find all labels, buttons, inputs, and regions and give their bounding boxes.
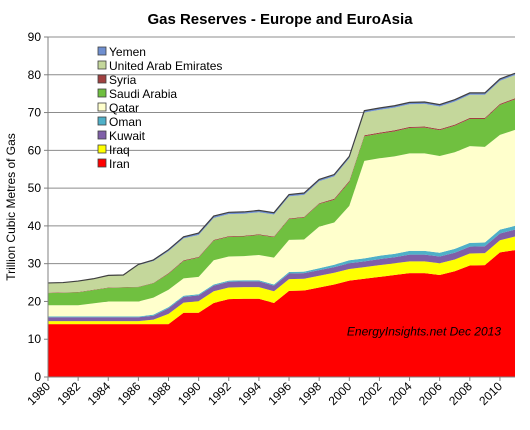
- source-annotation: EnergyInsights.net Dec 2013: [347, 324, 501, 338]
- legend-item: United Arab Emirates: [97, 59, 222, 73]
- legend-item: Saudi Arabia: [97, 87, 177, 101]
- x-tick-label: 2008: [446, 379, 475, 408]
- x-tick-label: 2002: [356, 379, 385, 408]
- legend-swatch: [97, 144, 107, 154]
- x-tick-label: 1980: [24, 379, 53, 408]
- y-tick-label: 20: [28, 294, 42, 308]
- chart-title: Gas Reserves - Europe and EuroAsia: [147, 11, 413, 28]
- legend-item: Oman: [97, 115, 142, 129]
- legend-label: Yemen: [109, 45, 146, 59]
- x-tick-label: 1984: [85, 379, 114, 408]
- y-axis-label: Trillion Cubic Metres of Gas: [4, 133, 18, 281]
- y-tick-label: 0: [34, 370, 41, 384]
- legend-label: Saudi Arabia: [109, 87, 177, 101]
- x-tick-label: 2006: [416, 379, 445, 408]
- y-tick-label: 30: [28, 257, 42, 271]
- legend-swatch: [97, 102, 107, 112]
- legend-swatch: [97, 116, 107, 126]
- legend-item: Iran: [97, 157, 130, 171]
- legend-swatch: [97, 158, 107, 168]
- plot-area: 0 10 20 30 40 50 60 70 80 90 1980 1982 1984 1986 1988…: [24, 30, 516, 408]
- legend-item: Iraq: [97, 143, 130, 157]
- legend-label: Iran: [109, 157, 130, 171]
- y-tick-labels: 0 10 20 30 40 50 60 70 80 90: [28, 30, 48, 384]
- area-qatar: [48, 129, 515, 317]
- x-tick-label: 1986: [115, 379, 144, 408]
- x-tick-label: 1982: [54, 379, 83, 408]
- x-tick-label: 2010: [476, 379, 505, 408]
- y-tick-label: 60: [28, 143, 42, 157]
- y-tick-label: 90: [28, 30, 42, 44]
- legend-swatch: [97, 60, 107, 70]
- y-tick-label: 40: [28, 219, 42, 233]
- legend-swatch: [97, 88, 107, 98]
- legend-item: Syria: [97, 73, 137, 87]
- legend-label: Oman: [109, 115, 142, 129]
- area-top-edge: [47, 72, 516, 284]
- legend-swatch: [97, 74, 107, 84]
- x-tick-label: 2000: [326, 379, 355, 408]
- x-tick-labels: 1980 1982 1984 1986 1988 1990 1992 1994 1996 1998…: [24, 377, 505, 408]
- legend-item: Yemen: [97, 45, 146, 59]
- x-tick-label: 1988: [145, 379, 174, 408]
- area-saudi-arabia: [48, 99, 515, 306]
- axes: [47, 37, 515, 378]
- y-tick-label: 10: [28, 332, 42, 346]
- x-tick-label: 1996: [265, 379, 294, 408]
- legend-label: Kuwait: [109, 129, 146, 143]
- x-tick-label: 2004: [386, 379, 415, 408]
- legend-label: Iraq: [109, 143, 130, 157]
- legend-item: Qatar: [97, 101, 139, 115]
- area-iran: [48, 250, 515, 377]
- area-united-arab-emirates: [48, 75, 515, 293]
- y-tick-label: 70: [28, 106, 42, 120]
- x-tick-label: 1992: [205, 379, 234, 408]
- x-tick-label: 1994: [235, 379, 264, 408]
- x-tick-label: 1998: [296, 379, 325, 408]
- legend-swatch: [97, 130, 107, 140]
- area-series-group: [47, 72, 516, 377]
- x-tick-label: 1990: [175, 379, 204, 408]
- legend-swatch: [97, 46, 107, 56]
- legend-label: United Arab Emirates: [109, 59, 222, 73]
- legend-label: Qatar: [109, 101, 139, 115]
- legend-item: Kuwait: [97, 129, 146, 143]
- legend-label: Syria: [109, 73, 137, 87]
- y-tick-label: 50: [28, 181, 42, 195]
- y-tick-label: 80: [28, 68, 42, 82]
